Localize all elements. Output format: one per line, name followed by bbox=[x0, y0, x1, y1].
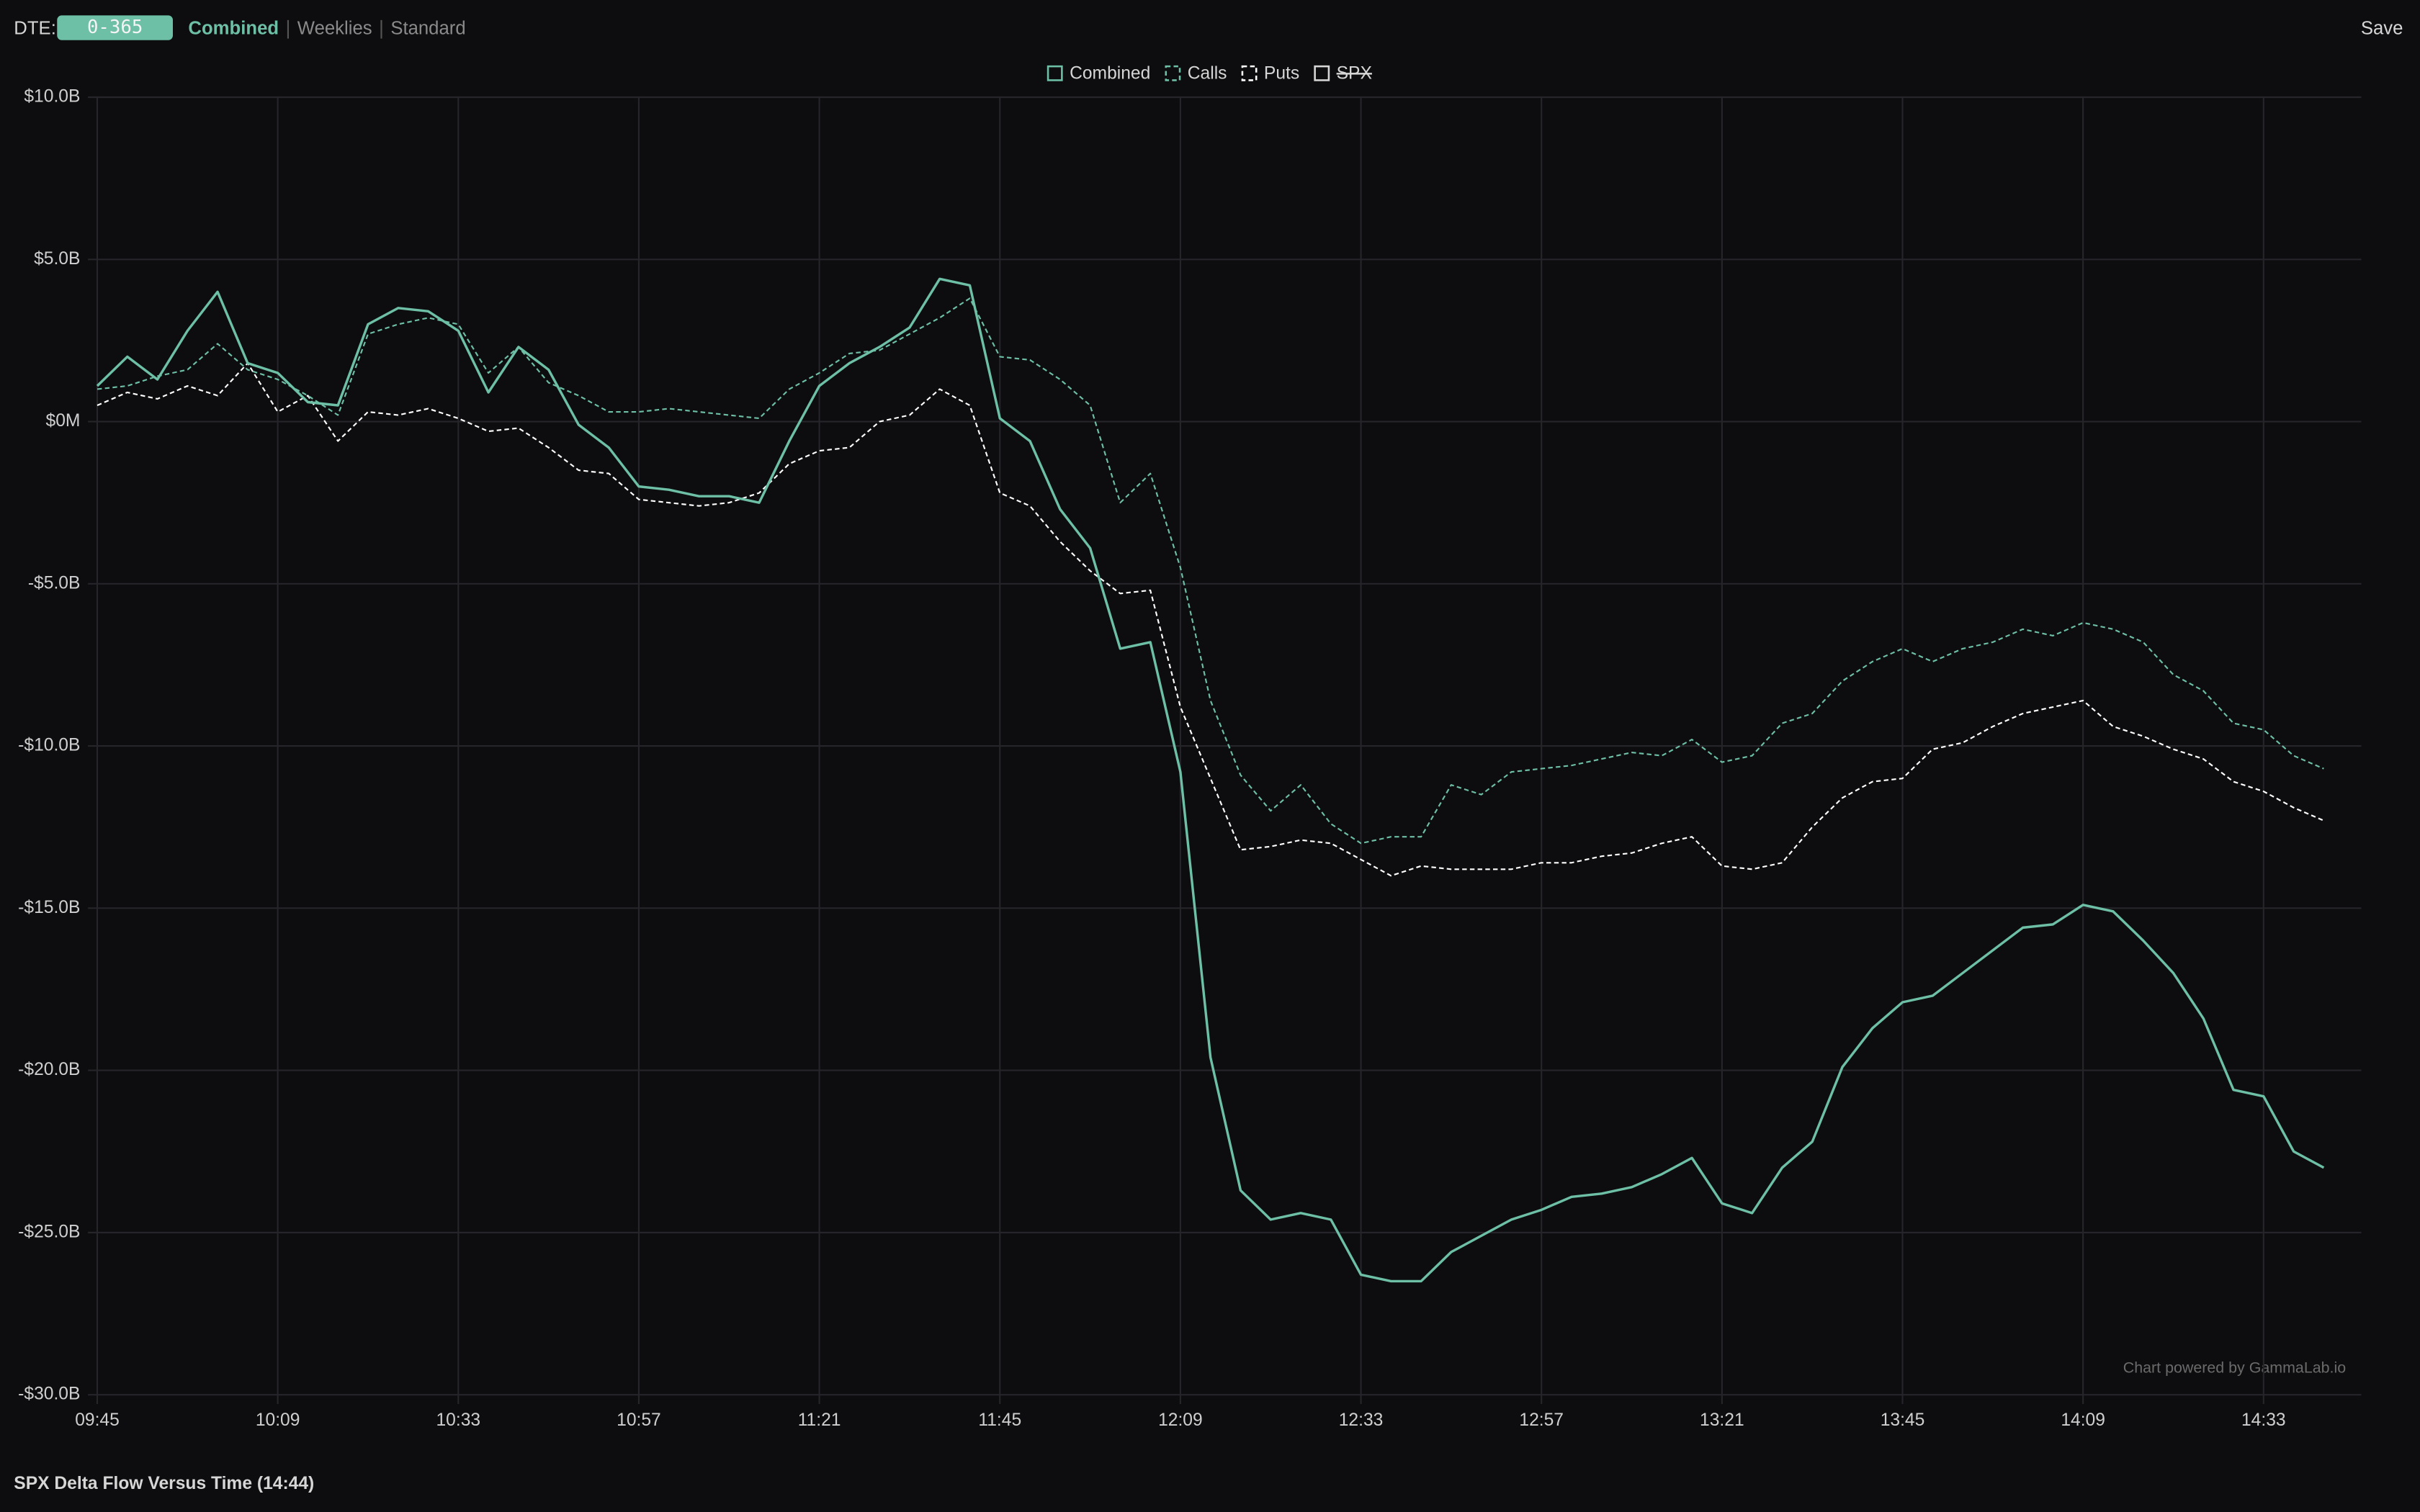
series-line bbox=[96, 277, 2325, 1283]
x-tick-label: 12:57 bbox=[1519, 1410, 1564, 1430]
y-tick-label: -$15.0B bbox=[18, 898, 80, 917]
tabs: Combined Weeklies Standard bbox=[188, 19, 466, 39]
x-tick-label: 11:45 bbox=[978, 1410, 1021, 1430]
legend-swatch[interactable] bbox=[1241, 65, 1258, 81]
save-button[interactable]: Save bbox=[2361, 19, 2403, 39]
x-tick-label: 10:33 bbox=[436, 1410, 480, 1430]
tab[interactable]: Combined bbox=[188, 19, 279, 39]
legend-swatch[interactable] bbox=[1047, 65, 1063, 81]
x-tick-label: 11:21 bbox=[798, 1410, 841, 1430]
y-tick-label: -$30.0B bbox=[18, 1385, 80, 1404]
chart-title: SPX Delta Flow Versus Time (14:44) bbox=[14, 1474, 314, 1493]
legend: Combined Calls Puts SPX bbox=[1047, 63, 1372, 83]
x-tick-label: 09:45 bbox=[75, 1410, 120, 1430]
y-tick-label: -$5.0B bbox=[28, 573, 81, 593]
x-tick-label: 13:21 bbox=[1700, 1410, 1744, 1430]
dte-input[interactable] bbox=[57, 15, 174, 40]
y-tick-label: $0M bbox=[46, 411, 81, 431]
legend-label[interactable]: Combined bbox=[1070, 63, 1150, 83]
y-tick-label: -$20.0B bbox=[18, 1060, 80, 1079]
y-tick-label: -$10.0B bbox=[18, 736, 80, 755]
x-tick-label: 12:09 bbox=[1158, 1410, 1203, 1430]
x-tick-label: 13:45 bbox=[1881, 1410, 1925, 1430]
tab[interactable]: Standard bbox=[390, 19, 465, 39]
legend-swatch[interactable] bbox=[1165, 65, 1181, 81]
credit: Chart powered by GammaLab.io bbox=[2123, 1359, 2346, 1376]
y-tick-label: -$25.0B bbox=[18, 1222, 80, 1241]
x-tick-label: 12:33 bbox=[1339, 1410, 1384, 1430]
series-line bbox=[97, 297, 2324, 845]
x-tick-label: 10:09 bbox=[256, 1410, 300, 1430]
dte-value[interactable]: 0-365 bbox=[87, 17, 143, 38]
x-tick-label: 14:33 bbox=[2241, 1410, 2286, 1430]
series-line bbox=[97, 362, 2324, 877]
tab[interactable]: Weeklies bbox=[297, 19, 372, 39]
legend-label[interactable]: Calls bbox=[1188, 63, 1227, 83]
x-tick-label: 10:57 bbox=[617, 1410, 661, 1430]
y-tick-label: $10.0B bbox=[24, 87, 80, 107]
x-tick-label: 14:09 bbox=[2061, 1410, 2105, 1430]
legend-label[interactable]: Puts bbox=[1264, 63, 1299, 83]
legend-swatch[interactable] bbox=[1314, 65, 1330, 81]
legend-label[interactable]: SPX bbox=[1337, 63, 1372, 83]
y-tick-label: $5.0B bbox=[34, 249, 80, 269]
dte-label: DTE: bbox=[14, 19, 56, 39]
